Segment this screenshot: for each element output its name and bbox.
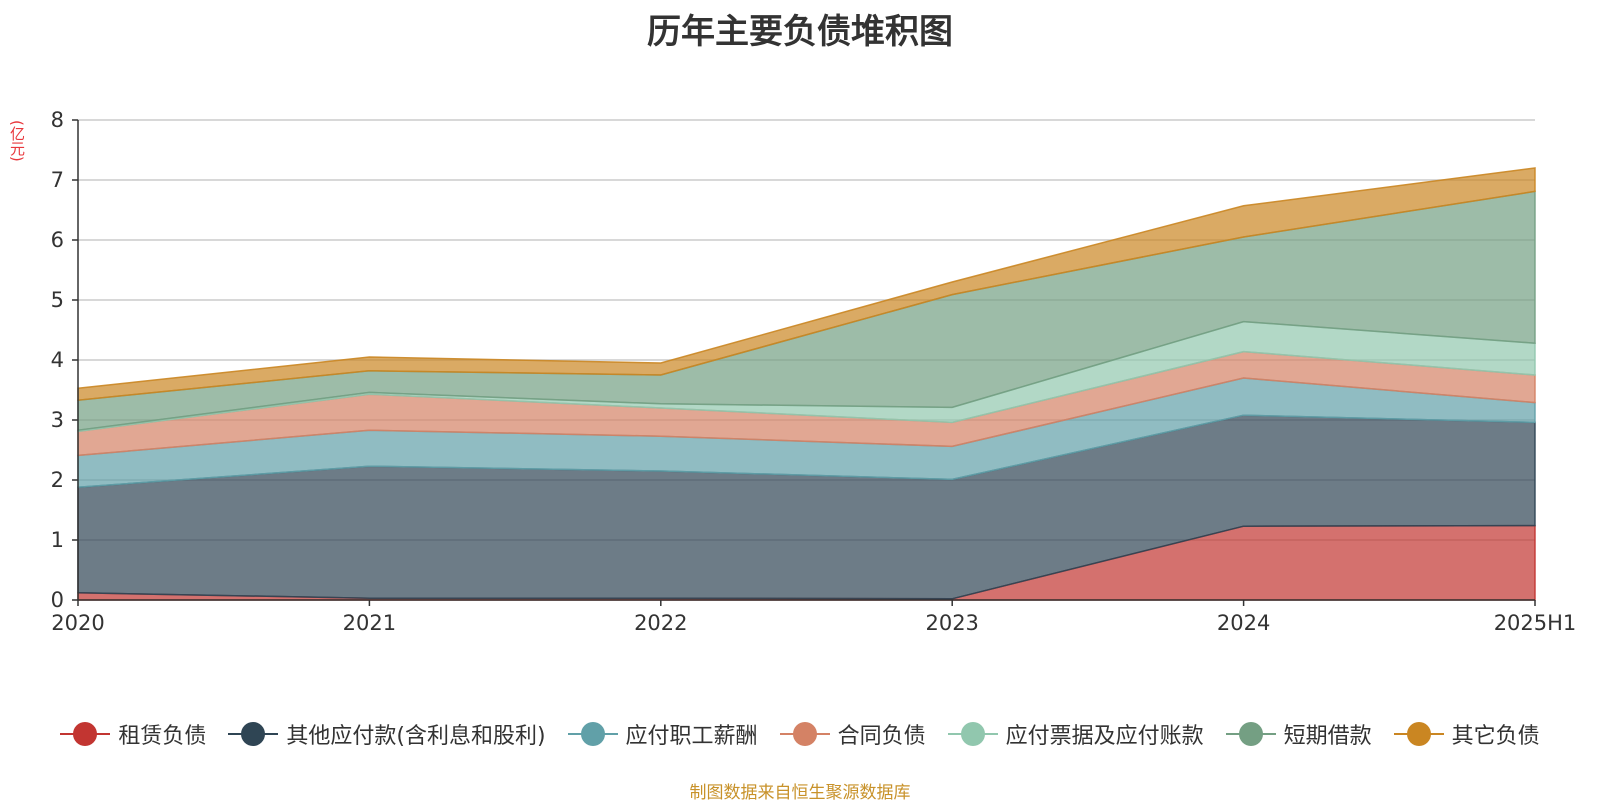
y-tick-label: 2 (51, 468, 64, 492)
legend-item[interactable]: 应付票据及应付账款 (947, 718, 1204, 750)
legend: 租赁负债 其他应付款(含利息和股利) 应付职工薪酬 合同负债 应付票据及应付账款 短期借款… (0, 714, 1600, 754)
x-tick-label: 2024 (1217, 611, 1270, 635)
legend-marker-icon (779, 722, 830, 746)
legend-marker-icon (947, 722, 998, 746)
legend-marker-icon (60, 722, 111, 746)
y-tick-label: 1 (51, 528, 64, 552)
legend-item[interactable]: 其他应付款(含利息和股利) (228, 718, 546, 750)
legend-marker-icon (1225, 722, 1276, 746)
chart-title: 历年主要负债堆积图 (647, 12, 953, 52)
area-series (77, 167, 1536, 601)
y-tick-label: 6 (51, 228, 64, 252)
series-area (77, 167, 1536, 402)
y-tick-label: 7 (51, 168, 64, 192)
legend-label: 其它负债 (1451, 724, 1540, 749)
y-tick-label: 0 (51, 588, 64, 612)
legend-label: 其他应付款(含利息和股利) (286, 724, 546, 749)
legend-marker-icon (228, 722, 279, 746)
data-source-note: 制图数据来自恒生聚源数据库 (689, 783, 911, 803)
legend-marker-icon (1393, 722, 1444, 746)
legend-label: 租赁负债 (118, 724, 207, 749)
y-tick-label: 5 (51, 288, 64, 312)
x-tick-label: 2023 (925, 611, 978, 635)
legend-item[interactable]: 应付职工薪酬 (567, 718, 758, 750)
y-tick-label: 8 (51, 108, 64, 132)
legend-label: 短期借款 (1283, 724, 1372, 749)
legend-label: 应付职工薪酬 (625, 724, 758, 749)
x-tick-label: 2022 (634, 611, 687, 635)
stacked-area-chart: 0 1 2 3 4 5 6 7 8 2020 2021 2022 2023 2024 2025H1 (51, 108, 1577, 635)
x-tick-label: 2021 (343, 611, 396, 635)
y-axis-unit-label: (亿元) (8, 120, 26, 162)
y-tick-label: 3 (51, 408, 64, 432)
legend-marker-icon (567, 722, 618, 746)
axes: 0 1 2 3 4 5 6 7 8 2020 2021 2022 2023 2024 2025H1 (51, 108, 1577, 635)
legend-label: 应付票据及应付账款 (1005, 724, 1204, 749)
legend-item[interactable]: 租赁负债 (60, 718, 206, 750)
legend-label: 合同负债 (837, 724, 926, 749)
x-tick-label: 2025H1 (1494, 611, 1577, 635)
x-tick-label: 2020 (51, 611, 104, 635)
legend-item[interactable]: 其它负债 (1393, 718, 1540, 750)
legend-item[interactable]: 短期借款 (1225, 718, 1372, 750)
legend-item[interactable]: 合同负债 (779, 718, 926, 750)
y-tick-label: 4 (51, 348, 64, 372)
